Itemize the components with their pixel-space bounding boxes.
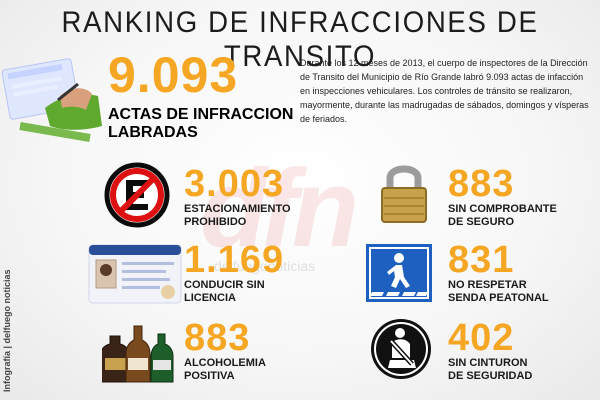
watermark-url: delfuegonoticias [214, 258, 316, 274]
license-card-icon [88, 244, 182, 304]
item-label-parking: ESTACIONAMIENTO PROHIBIDO [184, 203, 291, 228]
hero-label: ACTAS DE INFRACCION LABRADAS [108, 106, 293, 142]
item-label-alcohol: ALCOHOLEMIA POSITIVA [184, 357, 266, 382]
seatbelt-icon [371, 319, 431, 379]
hero-label-line2: LABRADAS [108, 124, 198, 141]
item-value-seatbelt: 402 [448, 317, 515, 359]
hero-label-line1: ACTAS DE INFRACCION [108, 106, 294, 123]
item-value-license: 1.169 [184, 239, 285, 281]
item-label-insurance: SIN COMPROBANTE DE SEGURO [448, 203, 557, 228]
hero-value: 9.093 [108, 47, 239, 103]
page-title: RANKING DE INFRACCIONES DE TRANSITO [61, 6, 539, 73]
pedestrian-crossing-icon [366, 244, 432, 302]
credit-vertical: Infografía | delfuego noticias [2, 252, 16, 392]
no-parking-icon [104, 162, 170, 228]
watermark-logo: dfn [200, 147, 359, 270]
item-value-crosswalk: 831 [448, 239, 515, 281]
description-text: Durante los 12 meses de 2013, el cuerpo … [300, 58, 589, 124]
inspector-writing-icon [1, 58, 102, 142]
padlock-icon [381, 165, 427, 223]
item-value-insurance: 883 [448, 163, 515, 205]
item-value-parking: 3.003 [184, 163, 285, 205]
bottles-icon [102, 325, 174, 383]
item-value-alcohol: 883 [184, 317, 251, 359]
credit-text: Infografía | delfuego noticias [2, 269, 12, 392]
item-label-seatbelt: SIN CINTURON DE SEGURIDAD [448, 357, 533, 382]
item-label-crosswalk: NO RESPETAR SENDA PEATONAL [448, 279, 549, 304]
item-label-license: CONDUCIR SIN LICENCIA [184, 279, 265, 304]
